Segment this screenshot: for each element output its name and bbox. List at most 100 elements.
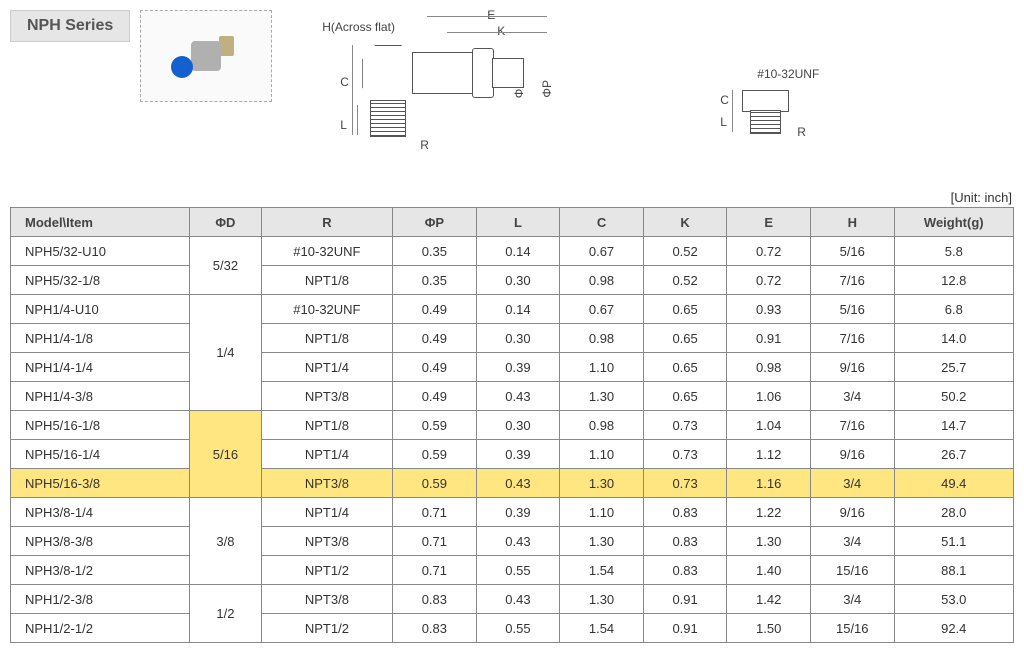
photo-thread-icon — [219, 36, 234, 56]
cell-K: 0.65 — [643, 324, 727, 353]
cell-W: 12.8 — [894, 266, 1013, 295]
cell-phiP: 0.71 — [393, 556, 477, 585]
table-row: NPH1/2-1/2NPT1/20.830.551.540.911.5015/1… — [11, 614, 1014, 643]
cell-model: NPH3/8-1/2 — [11, 556, 190, 585]
cell-R: NPT3/8 — [261, 585, 392, 614]
table-row: NPH3/8-3/8NPT3/80.710.431.300.831.303/45… — [11, 527, 1014, 556]
cell-E: 1.06 — [727, 382, 811, 411]
col-header: Weight(g) — [894, 208, 1013, 237]
cell-phiD: 5/16 — [190, 411, 262, 498]
table-row: NPH1/4-U101/4#10-32UNF0.490.140.670.650.… — [11, 295, 1014, 324]
cell-E: 1.50 — [727, 614, 811, 643]
label-K: K — [497, 24, 505, 38]
table-body: NPH5/32-U105/32#10-32UNF0.350.140.670.52… — [11, 237, 1014, 643]
product-photo — [140, 10, 272, 102]
cell-phiP: 0.35 — [393, 237, 477, 266]
cell-L: 0.14 — [476, 237, 560, 266]
cell-K: 0.83 — [643, 498, 727, 527]
cell-K: 0.52 — [643, 266, 727, 295]
cell-H: 3/4 — [810, 527, 894, 556]
cell-E: 0.72 — [727, 266, 811, 295]
col-header: Model\Item — [11, 208, 190, 237]
cell-E: 1.12 — [727, 440, 811, 469]
cell-E: 1.22 — [727, 498, 811, 527]
table-row: NPH5/32-U105/32#10-32UNF0.350.140.670.52… — [11, 237, 1014, 266]
cell-W: 92.4 — [894, 614, 1013, 643]
cell-E: 1.42 — [727, 585, 811, 614]
cell-C: 0.67 — [560, 237, 644, 266]
cell-phiP: 0.59 — [393, 411, 477, 440]
cell-L: 0.14 — [476, 295, 560, 324]
cell-H: 3/4 — [810, 469, 894, 498]
cell-phiP: 0.49 — [393, 324, 477, 353]
cell-W: 26.7 — [894, 440, 1013, 469]
cell-phiP: 0.83 — [393, 585, 477, 614]
cell-model: NPH5/32-U10 — [11, 237, 190, 266]
cell-K: 0.73 — [643, 440, 727, 469]
cell-H: 3/4 — [810, 585, 894, 614]
cell-L: 0.43 — [476, 382, 560, 411]
cell-K: 0.73 — [643, 411, 727, 440]
label-C: C — [340, 75, 349, 89]
unit-label: [Unit: inch] — [10, 190, 1014, 205]
cell-H: 9/16 — [810, 353, 894, 382]
cell-phiP: 0.71 — [393, 498, 477, 527]
cell-R: NPT1/8 — [261, 324, 392, 353]
diagram-body-icon — [412, 52, 474, 94]
cell-phiP: 0.49 — [393, 382, 477, 411]
table-row: NPH3/8-1/2NPT1/20.710.551.540.831.4015/1… — [11, 556, 1014, 585]
table-header-row: Model\ItemΦDRΦPLCKEHWeight(g) — [11, 208, 1014, 237]
cell-H: 7/16 — [810, 411, 894, 440]
cell-K: 0.65 — [643, 353, 727, 382]
col-header: H — [810, 208, 894, 237]
cell-phiP: 0.83 — [393, 614, 477, 643]
table-row: NPH3/8-1/43/8NPT1/40.710.391.100.831.229… — [11, 498, 1014, 527]
cell-model: NPH5/32-1/8 — [11, 266, 190, 295]
cell-R: NPT3/8 — [261, 382, 392, 411]
cell-phiP: 0.71 — [393, 527, 477, 556]
secondary-diagram: #10-32UNF C L R — [712, 75, 862, 165]
cell-C: 1.30 — [560, 585, 644, 614]
cell-model: NPH1/4-U10 — [11, 295, 190, 324]
label-phiP: ΦP — [540, 80, 554, 98]
cell-K: 0.65 — [643, 295, 727, 324]
cell-H: 5/16 — [810, 237, 894, 266]
cell-L: 0.55 — [476, 614, 560, 643]
cell-W: 88.1 — [894, 556, 1013, 585]
diagram-hex-icon — [362, 45, 414, 102]
cell-L: 0.43 — [476, 585, 560, 614]
col-header: L — [476, 208, 560, 237]
label-C2: C — [720, 93, 729, 107]
cell-phiP: 0.59 — [393, 469, 477, 498]
cell-phiP: 0.59 — [393, 440, 477, 469]
col-header: R — [261, 208, 392, 237]
cell-W: 6.8 — [894, 295, 1013, 324]
cell-H: 9/16 — [810, 498, 894, 527]
cell-K: 0.52 — [643, 237, 727, 266]
cell-L: 0.39 — [476, 498, 560, 527]
cell-C: 1.54 — [560, 614, 644, 643]
cell-phiD: 5/32 — [190, 237, 262, 295]
cell-R: NPT3/8 — [261, 469, 392, 498]
cell-H: 7/16 — [810, 266, 894, 295]
cell-E: 1.30 — [727, 527, 811, 556]
cell-W: 49.4 — [894, 469, 1013, 498]
cell-E: 1.16 — [727, 469, 811, 498]
cell-phiD: 1/2 — [190, 585, 262, 643]
table-row: NPH1/4-3/8NPT3/80.490.431.300.651.063/45… — [11, 382, 1014, 411]
table-row: NPH1/2-3/81/2NPT3/80.830.431.300.911.423… — [11, 585, 1014, 614]
dim-line-L — [357, 105, 358, 135]
photo-collar-icon — [171, 56, 193, 78]
cell-model: NPH5/16-3/8 — [11, 469, 190, 498]
table-row: NPH1/4-1/4NPT1/40.490.391.100.650.989/16… — [11, 353, 1014, 382]
label-h-across-flat: H(Across flat) — [322, 20, 395, 34]
label-E: E — [487, 8, 495, 22]
label-R: R — [420, 138, 429, 152]
cell-L: 0.55 — [476, 556, 560, 585]
cell-H: 15/16 — [810, 614, 894, 643]
cell-R: NPT1/2 — [261, 614, 392, 643]
cell-phiP: 0.35 — [393, 266, 477, 295]
cell-L: 0.43 — [476, 527, 560, 556]
cell-R: NPT1/4 — [261, 498, 392, 527]
cell-model: NPH3/8-3/8 — [11, 527, 190, 556]
